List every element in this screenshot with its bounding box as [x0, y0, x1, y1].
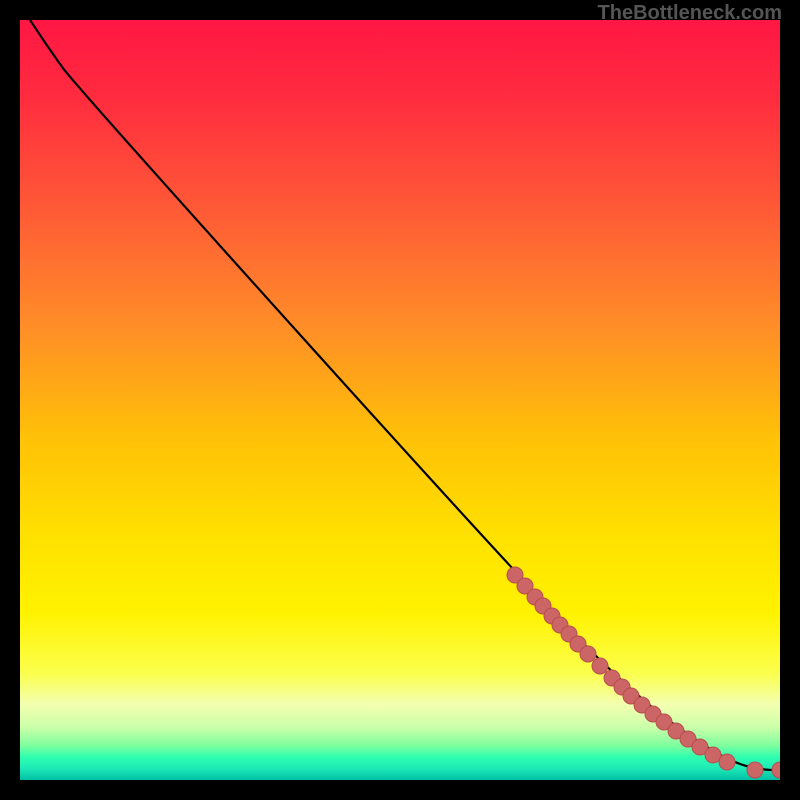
scatter-point [719, 754, 735, 770]
chart-plot-area [20, 20, 780, 780]
scatter-point [705, 747, 721, 763]
curve-line [30, 20, 780, 770]
scatter-markers [507, 567, 780, 778]
scatter-point [592, 658, 608, 674]
scatter-point [747, 762, 763, 778]
watermark-text: TheBottleneck.com [598, 2, 782, 25]
scatter-point [580, 646, 596, 662]
chart-overlay [20, 20, 780, 780]
scatter-point [772, 762, 780, 778]
